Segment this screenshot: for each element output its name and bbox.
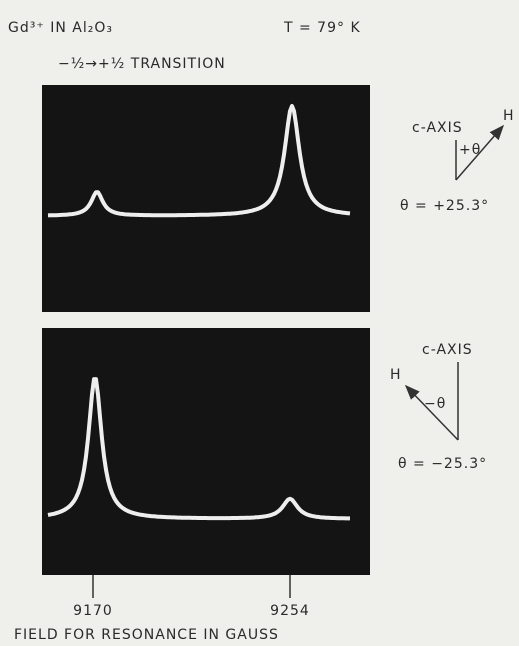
tick-label: 9254 <box>270 603 310 619</box>
transition-label: −½→+½ TRANSITION <box>58 56 226 72</box>
figure: Gd³⁺ IN Al₂O₃ T = 79° K −½→+½ TRANSITION… <box>0 0 519 646</box>
tick-label: 9170 <box>73 603 113 619</box>
bottom-panel <box>42 328 370 575</box>
axis-label: c-AXIS <box>412 120 463 136</box>
x-axis-title: FIELD FOR RESONANCE IN GAUSS <box>14 627 279 643</box>
axis-label: c-AXIS <box>422 342 473 358</box>
angle-symbol: +θ <box>459 142 481 158</box>
sample-label: Gd³⁺ IN Al₂O₃ <box>8 20 113 36</box>
field-label: H <box>390 367 402 383</box>
temperature-label: T = 79° K <box>283 20 361 36</box>
angle-value: θ = +25.3° <box>400 198 489 214</box>
angle-symbol: −θ <box>424 396 446 412</box>
angle-value: θ = −25.3° <box>398 456 487 472</box>
field-label: H <box>503 108 515 124</box>
